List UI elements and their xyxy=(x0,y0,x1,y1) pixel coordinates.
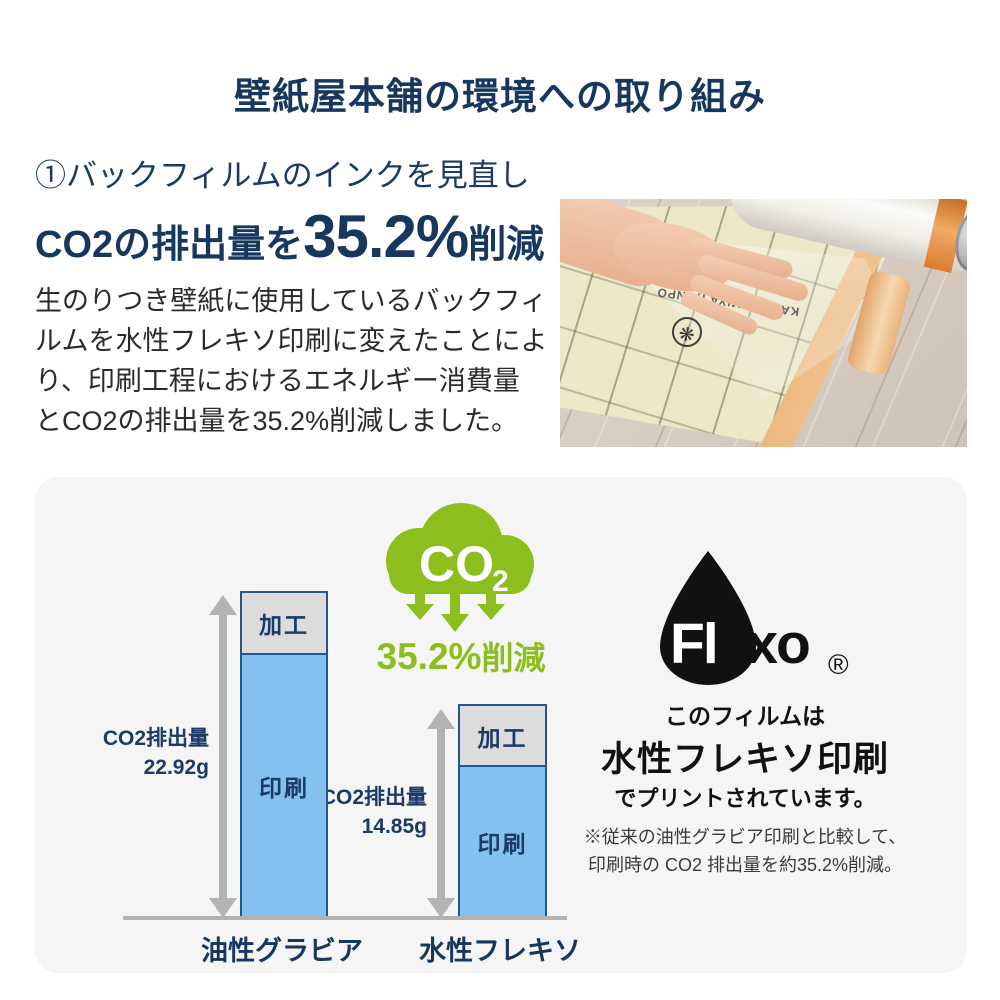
arrow-head-up xyxy=(209,595,237,615)
measure-arrow-right xyxy=(427,709,455,918)
amount-label-left: CO2排出量 22.92g xyxy=(57,724,209,782)
highlight-suffix: 削減 xyxy=(468,224,545,266)
reduction-suffix: 削減 xyxy=(481,640,546,676)
co2-cloud-icon: CO 2 xyxy=(373,501,543,644)
comparison-panel: CO 2 35.2%削減 CO2排出量 22.92g CO2排出量 14.85g… xyxy=(35,477,967,973)
paragraph-line: とCO2の排出量を35.2%削減しました。 xyxy=(35,406,519,436)
amount-value: 22.92g xyxy=(143,756,209,779)
bar-oil-gravure: 加工 印刷 xyxy=(240,591,328,918)
co2-cloud-svg: CO 2 xyxy=(386,503,534,632)
bar-segment-processing: 加工 xyxy=(460,706,545,767)
bar-water-flexo: 加工 印刷 xyxy=(458,704,547,918)
reduction-value: 35.2% xyxy=(376,636,482,677)
arrow-head-down xyxy=(209,898,237,918)
flexo-logo: Flexo ® xyxy=(590,547,900,693)
paragraph-line: り、印刷工程におけるエネルギー消費量 xyxy=(35,366,520,396)
axis-label-oil-gravure: 油性グラビア xyxy=(201,936,363,966)
arrow-shaft xyxy=(219,610,227,903)
paragraph-line: 生のりつき壁紙に使用しているバックフィ xyxy=(35,286,547,316)
svg-text:CO: CO xyxy=(419,536,494,592)
arrow-head-down xyxy=(427,898,455,918)
reduction-label: 35.2%削減 xyxy=(333,633,589,679)
flexo-wordmark: Flexo xyxy=(670,611,811,677)
paragraph-line: ルムを水性フレキソ印刷に変えたことによ xyxy=(35,326,548,356)
amount-value: 14.85g xyxy=(361,815,427,838)
down-arrow-icon xyxy=(477,594,505,620)
flexo-word-white: Fl xyxy=(670,612,719,676)
bar-segment-printing: 印刷 xyxy=(460,767,545,916)
x-axis-line xyxy=(123,916,567,920)
page-title: 壁紙屋本舗の環境への取り組み xyxy=(234,76,766,117)
axis-label-water-flexo: 水性フレキソ xyxy=(419,936,581,966)
measure-arrow-left xyxy=(209,595,237,918)
flexo-caption-2: 水性フレキソ印刷 xyxy=(600,740,889,779)
amount-label-right: CO2排出量 14.85g xyxy=(285,783,427,841)
arrow-head-up xyxy=(427,709,455,729)
co2-highlight-line: CO2の排出量を35.2%削減 xyxy=(35,202,544,271)
flexo-word-black: exo xyxy=(716,612,811,676)
footnote-line: ※従来の油性グラビア印刷と比較して、 xyxy=(583,827,907,847)
highlight-prefix: CO2の排出量を xyxy=(35,224,304,266)
amount-title: CO2排出量 xyxy=(102,727,209,750)
down-arrow-icon xyxy=(441,594,469,632)
bar-segment-printing: 印刷 xyxy=(242,655,326,916)
flexo-caption-1: このフィルムは xyxy=(664,703,826,729)
intro-paragraph: 生のりつき壁紙に使用しているバックフィ ルムを水性フレキソ印刷に変えたことによ … xyxy=(35,281,547,441)
flexo-footnote: ※従来の油性グラビア印刷と比較して、 印刷時の CO2 排出量を約35.2%削減… xyxy=(560,823,930,879)
highlight-value: 35.2% xyxy=(303,203,469,270)
droplet-icon xyxy=(660,551,756,685)
footnote-line: 印刷時の CO2 排出量を約35.2%削減。 xyxy=(587,855,903,875)
flexo-block: Flexo ® このフィルムは 水性フレキソ印刷 でプリントされています。 ※従… xyxy=(584,547,906,875)
down-arrow-icon xyxy=(406,594,434,620)
product-photo: ❋ KABEGAMIYA HONPO xyxy=(560,199,967,447)
bar-segment-processing: 加工 xyxy=(242,593,326,655)
svg-text:2: 2 xyxy=(492,565,509,598)
registered-mark: ® xyxy=(828,649,849,680)
section-heading: ①バックフィルムのインクを見直し xyxy=(35,158,530,193)
amount-title: CO2排出量 xyxy=(320,786,427,809)
flexo-caption-3: でプリントされています。 xyxy=(614,786,876,811)
arrow-shaft xyxy=(437,724,445,903)
